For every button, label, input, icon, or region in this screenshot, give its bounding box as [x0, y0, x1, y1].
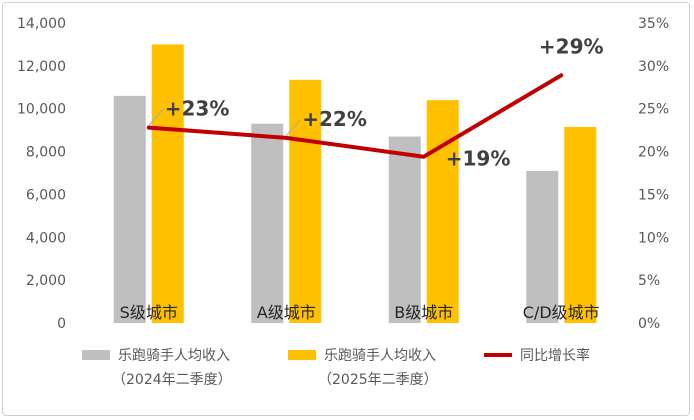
bar-2025q2 — [426, 100, 459, 324]
legend-swatch — [82, 350, 110, 360]
right-tick-label: 25% — [638, 102, 669, 118]
left-tick-label: 8,000 — [26, 145, 66, 161]
left-tick-label: 10,000 — [17, 102, 66, 118]
right-axis-ticks: 0% 5% 10% 15% 20% 25% 30% 35% — [638, 16, 669, 332]
right-tick-label: 30% — [638, 59, 669, 75]
growth-data-label: +29% — [539, 34, 604, 58]
data-labels: +23% +22% +19% +29% — [148, 34, 604, 171]
bar-series — [113, 44, 597, 324]
right-tick-label: 10% — [638, 230, 669, 246]
right-tick-label: 35% — [638, 16, 669, 32]
legend-label-sub: （2024年二季度） — [112, 372, 232, 388]
growth-line — [146, 73, 564, 159]
right-tick-label: 20% — [638, 145, 669, 161]
legend-label: 乐跑骑手人均收入 — [324, 348, 436, 364]
category-label: C/D级城市 — [523, 303, 600, 322]
left-tick-label: 14,000 — [17, 16, 66, 32]
category-label: S级城市 — [120, 303, 178, 322]
leader-line — [148, 109, 164, 126]
legend: 乐跑骑手人均收入 （2024年二季度） 乐跑骑手人均收入 （2025年二季度） 同比增长… — [82, 347, 590, 388]
right-tick-label: 15% — [638, 187, 669, 203]
bar-2024q2 — [388, 136, 421, 323]
left-tick-label: 2,000 — [26, 273, 66, 289]
growth-rate-line — [146, 73, 564, 159]
right-tick-label: 5% — [638, 273, 660, 289]
growth-data-label: +22% — [302, 107, 367, 131]
growth-data-label: +19% — [446, 147, 511, 171]
category-labels: S级城市 A级城市 B级城市 C/D级城市 — [120, 303, 600, 322]
bar-2024q2 — [251, 123, 284, 323]
bar-2025q2 — [289, 79, 322, 324]
bar-2025q2 — [151, 44, 184, 324]
right-tick-label: 0% — [638, 316, 660, 332]
left-axis-ticks: 0 2,000 4,000 6,000 8,000 10,000 12,000 14,000 — [17, 16, 66, 332]
legend-swatch — [288, 350, 316, 360]
bar-2024q2 — [113, 95, 146, 323]
legend-label-sub: （2025年二季度） — [318, 372, 438, 388]
left-tick-label: 6,000 — [26, 187, 66, 203]
legend-label: 同比增长率 — [520, 347, 590, 364]
legend-label: 乐跑骑手人均收入 — [118, 348, 230, 364]
growth-data-label: +23% — [165, 97, 230, 121]
left-tick-label: 4,000 — [26, 230, 66, 246]
bar-2024q2 — [526, 170, 559, 323]
bar-2025q2 — [564, 126, 597, 323]
left-tick-label: 12,000 — [17, 59, 66, 75]
leader-line — [285, 119, 301, 137]
category-label: B级城市 — [394, 303, 453, 322]
left-tick-label: 0 — [57, 316, 66, 332]
category-label: A级城市 — [257, 303, 316, 322]
